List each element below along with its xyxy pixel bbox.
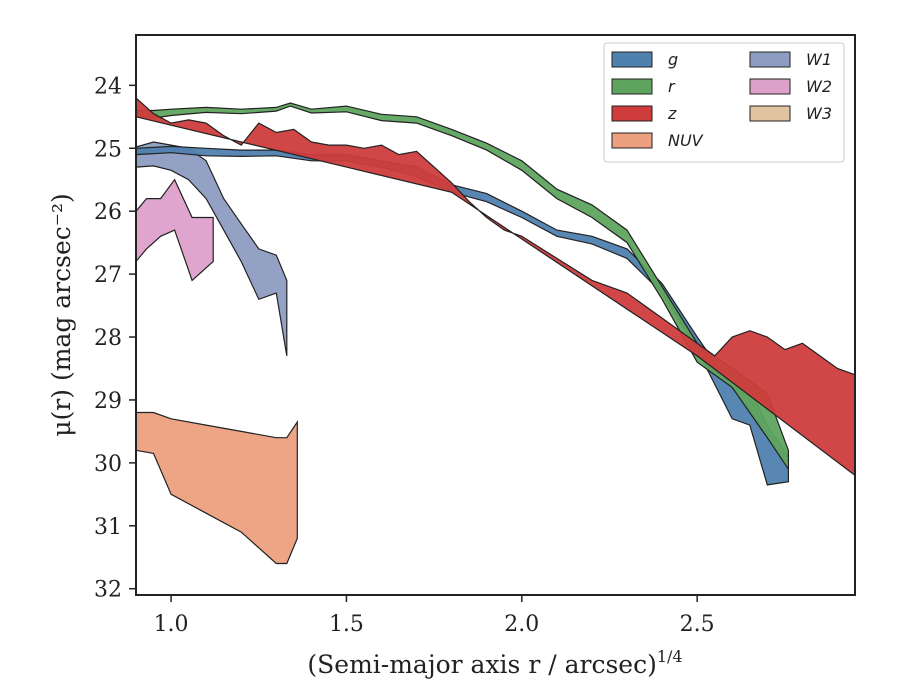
plot-frame [135,34,856,596]
x-axis-label-exponent: 1/4 [657,647,683,666]
y-axis: 24 25 26 27 28 29 30 31 32 [94,74,136,603]
legend-swatch-g [611,51,653,68]
y-tick-label: 28 [94,326,122,351]
plot-area [136,97,855,565]
legend-label-w1: W1 [806,50,832,69]
legend-box [603,42,845,163]
x-tick-label: 2.0 [504,612,539,637]
legend-swatch-w3 [749,105,791,122]
legend: grz NUV W1 W2 W3 [603,42,845,163]
legend-swatch-w1 [749,51,791,68]
legend-swatch-z [611,105,653,122]
band-z [136,97,855,477]
y-axis-label: μ(r) (mag arcsec⁻²) [47,193,76,436]
x-axis-label: (Semi-major axis r / arcsec)1/4 [307,647,682,679]
legend-swatch-nuv [611,132,653,149]
y-tick-label: 31 [94,515,122,540]
y-tick-label: 24 [94,74,122,99]
legend-label-r: r [668,77,676,96]
legend-label-w2: W2 [806,77,832,96]
legend-swatch-w2 [749,78,791,95]
legend-label-z: z [667,104,677,123]
y-tick-label: 30 [94,452,122,477]
x-tick-label: 2.5 [680,612,715,637]
y-tick-label: 26 [94,200,122,225]
legend-label-nuv: NUV [668,131,704,150]
y-tick-label: 32 [94,578,122,603]
x-tick-label: 1.5 [329,612,364,637]
legend-swatch-r [611,78,653,95]
y-tick-label: 27 [94,263,122,288]
x-axis: 1.0 1.5 2.0 2.5 [154,595,715,637]
legend-label-w3: W3 [806,104,832,123]
legend-label-g: g [668,50,678,69]
band-nuv [136,411,298,565]
y-tick-label: 29 [94,389,122,414]
band-r [136,102,790,472]
band-w2 [136,178,214,282]
x-tick-label: 1.0 [154,612,189,637]
y-tick-label: 25 [94,137,122,162]
